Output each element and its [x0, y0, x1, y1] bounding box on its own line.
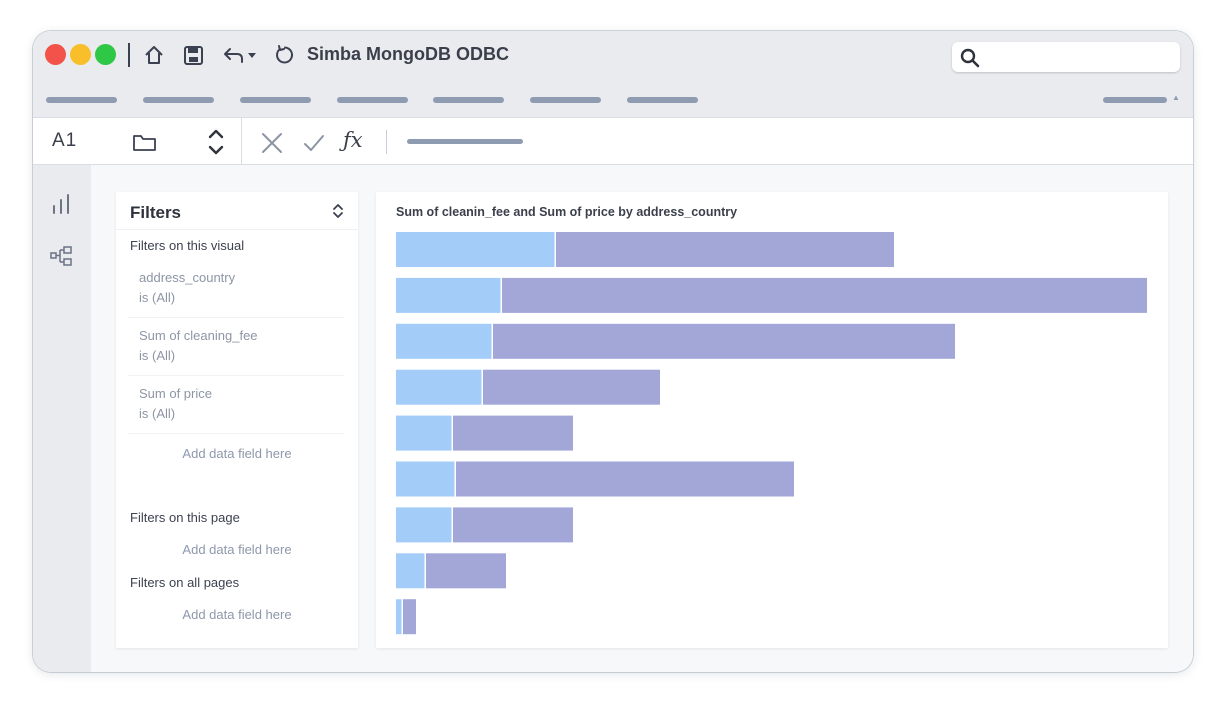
- bar-row-8-series-2[interactable]: [426, 553, 506, 589]
- bar-row-5-series-2[interactable]: [453, 415, 573, 451]
- filter-card-price[interactable]: Sum of price is (All): [128, 380, 344, 434]
- chart-visual[interactable]: Sum of cleanin_fee and Sum of price by a…: [376, 192, 1168, 648]
- toolbar-divider: [128, 43, 130, 67]
- formula-divider-2: [386, 130, 387, 154]
- close-window-button[interactable]: [45, 44, 66, 65]
- stepper-icon[interactable]: [206, 128, 226, 156]
- filters-on-all-pages-label: Filters on all pages: [130, 575, 240, 590]
- save-icon[interactable]: [183, 42, 204, 68]
- menu-item-2[interactable]: [143, 97, 214, 103]
- menu-item-1[interactable]: [46, 97, 117, 103]
- chart-title: Sum of cleanin_fee and Sum of price by a…: [396, 205, 738, 219]
- add-field-all-pages[interactable]: Add data field here: [182, 607, 292, 622]
- undo-icon[interactable]: [222, 42, 246, 68]
- bar-row-6-series-1[interactable]: [396, 461, 455, 497]
- cancel-icon[interactable]: [259, 130, 285, 156]
- collapse-ribbon-icon[interactable]: ▲: [1172, 93, 1180, 102]
- search-icon: [960, 48, 980, 68]
- menu-item-6[interactable]: [530, 97, 601, 103]
- filter-card-address-country[interactable]: address_country is (All): [128, 264, 344, 318]
- bar-row-1-series-1[interactable]: [396, 232, 555, 267]
- app-title: Simba MongoDB ODBC: [307, 44, 509, 64]
- filter-card-cleaning-fee[interactable]: Sum of cleaning_fee is (All): [128, 322, 344, 376]
- filters-on-page-label: Filters on this page: [130, 510, 240, 525]
- menu-item-3[interactable]: [240, 97, 311, 103]
- add-field-page[interactable]: Add data field here: [182, 542, 292, 557]
- menu-item-7[interactable]: [627, 97, 698, 103]
- menu-item-5[interactable]: [433, 97, 504, 103]
- menu-item-right[interactable]: [1103, 97, 1167, 103]
- search-box[interactable]: [952, 42, 1180, 72]
- bar-row-5-series-1[interactable]: [396, 415, 452, 451]
- bar-row-8-series-1[interactable]: [396, 553, 425, 589]
- filter-name: address_country: [139, 270, 236, 285]
- title-bar: Simba MongoDB ODBC ▲: [33, 31, 1193, 117]
- bar-row-3-series-1[interactable]: [396, 323, 492, 359]
- bar-row-4-series-1[interactable]: [396, 369, 482, 405]
- filter-value: is (All): [139, 290, 176, 305]
- filters-title: Filters: [130, 203, 182, 222]
- bar-row-7-series-1[interactable]: [396, 507, 452, 543]
- bar-row-3-series-2[interactable]: [493, 323, 955, 359]
- filter-value: is (All): [139, 406, 176, 421]
- bar-row-4-series-2[interactable]: [483, 369, 660, 405]
- search-input[interactable]: [986, 46, 1172, 68]
- bar-row-2-series-2[interactable]: [502, 277, 1147, 313]
- filters-pane: Filters Filters on this visual address_c…: [116, 192, 358, 648]
- minimize-window-button[interactable]: [70, 44, 91, 65]
- cell-reference[interactable]: A1: [52, 130, 78, 151]
- maximize-window-button[interactable]: [95, 44, 116, 65]
- formula-bar: A1 ƒx: [33, 117, 1193, 166]
- filters-header[interactable]: Filters: [116, 192, 358, 230]
- expand-collapse-icon[interactable]: [332, 202, 344, 225]
- bar-row-7-series-2[interactable]: [453, 507, 573, 543]
- function-icon[interactable]: ƒx: [343, 128, 363, 152]
- refresh-icon[interactable]: [274, 42, 296, 68]
- folder-icon[interactable]: [131, 130, 157, 154]
- left-rail: [33, 165, 91, 672]
- formula-divider: [241, 118, 242, 166]
- bar-row-1-series-2[interactable]: [556, 232, 894, 267]
- bar-row-6-series-2[interactable]: [456, 461, 794, 497]
- dropdown-caret-icon[interactable]: [247, 42, 257, 68]
- bar-chart-icon[interactable]: [50, 193, 72, 220]
- menu-item-4[interactable]: [337, 97, 408, 103]
- bar-row-9-series-2[interactable]: [403, 599, 416, 635]
- bar-row-2-series-1[interactable]: [396, 277, 501, 313]
- bar-chart: [396, 232, 1147, 635]
- filters-on-visual-label: Filters on this visual: [130, 238, 245, 253]
- home-icon[interactable]: [143, 42, 165, 68]
- confirm-icon[interactable]: [301, 130, 327, 156]
- hierarchy-icon[interactable]: [50, 245, 74, 272]
- add-field-visual[interactable]: Add data field here: [182, 446, 292, 461]
- bar-row-9-series-1[interactable]: [396, 599, 402, 635]
- app-window: Simba MongoDB ODBC ▲ A1 ƒx: [33, 31, 1193, 672]
- filter-name: Sum of price: [139, 386, 212, 401]
- filter-value: is (All): [139, 348, 176, 363]
- report-canvas: Filters Filters on this visual address_c…: [91, 165, 1193, 672]
- formula-input[interactable]: [407, 139, 523, 144]
- filter-name: Sum of cleaning_fee: [139, 328, 258, 343]
